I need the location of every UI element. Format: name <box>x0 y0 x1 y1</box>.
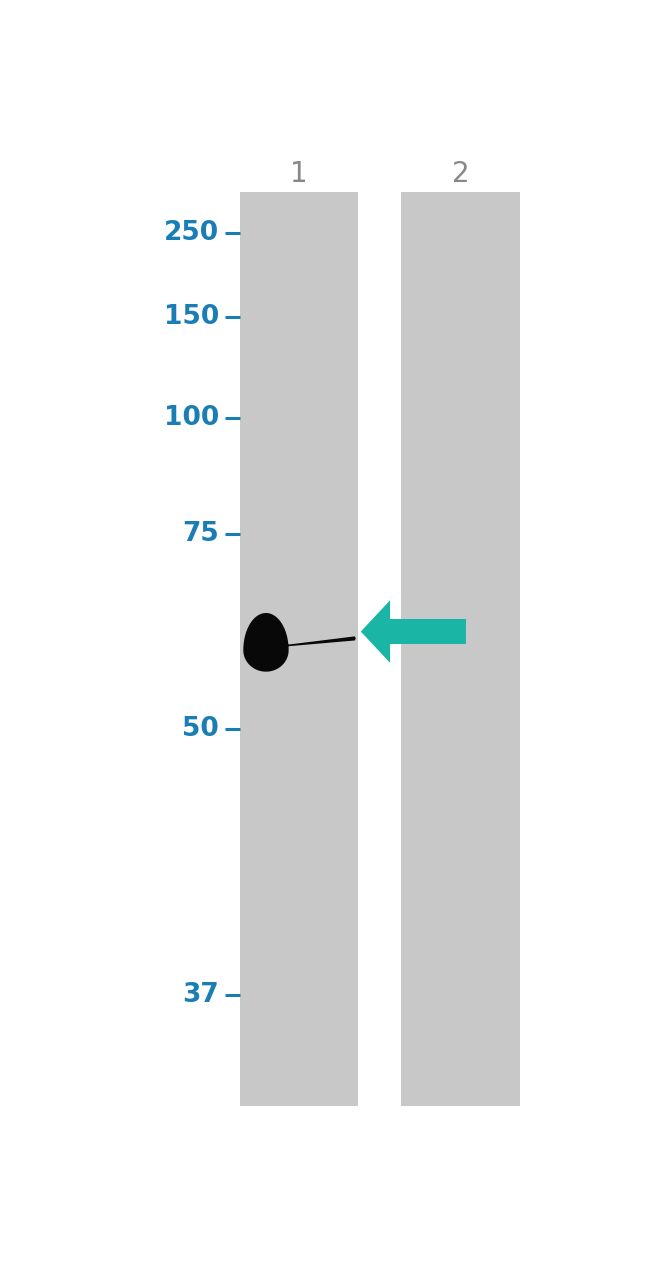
Text: 37: 37 <box>182 983 219 1008</box>
Bar <box>240 192 358 1106</box>
Bar <box>401 192 519 1106</box>
Text: 50: 50 <box>182 716 219 743</box>
Polygon shape <box>361 601 390 663</box>
Text: 2: 2 <box>452 160 469 188</box>
Text: 250: 250 <box>164 220 219 245</box>
Text: 100: 100 <box>164 405 219 432</box>
Polygon shape <box>243 613 356 672</box>
Text: 150: 150 <box>164 304 219 330</box>
Text: 75: 75 <box>182 521 219 547</box>
Text: 1: 1 <box>291 160 308 188</box>
Bar <box>390 618 466 644</box>
